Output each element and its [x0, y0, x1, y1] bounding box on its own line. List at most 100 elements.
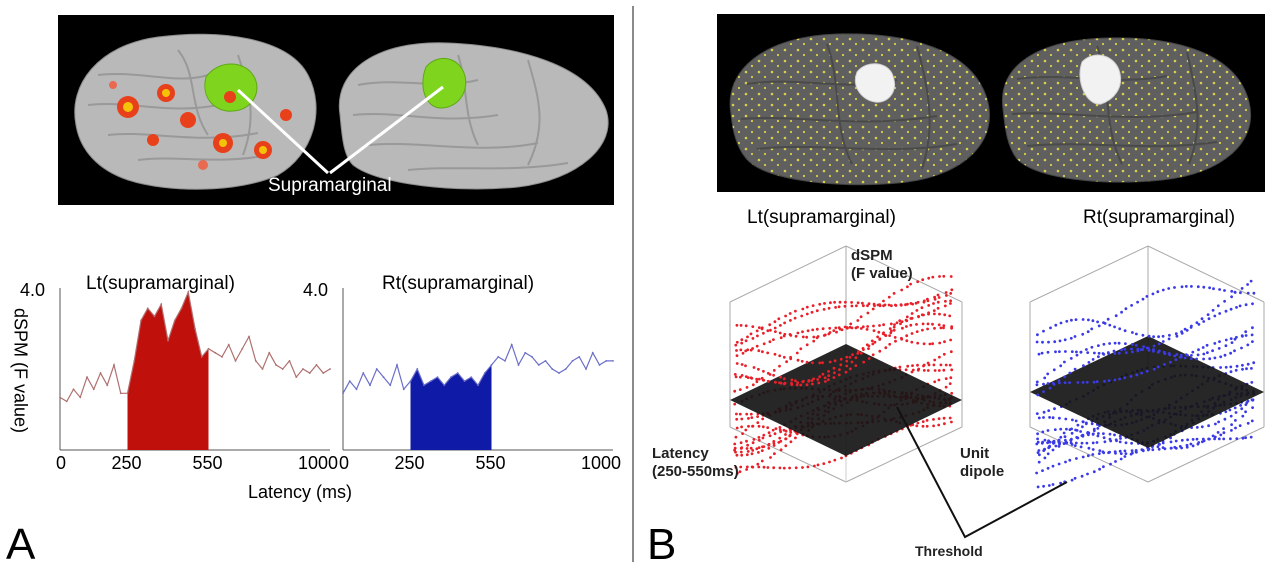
trace-dot	[735, 349, 738, 352]
trace-dot	[1152, 335, 1155, 339]
trace-dot	[778, 426, 782, 429]
trace-dot	[1167, 337, 1171, 341]
trace-dot	[757, 436, 761, 439]
trace-dot	[739, 465, 743, 469]
trace-dot	[927, 312, 930, 316]
trace-dot	[939, 363, 943, 367]
trace-dot	[1145, 295, 1149, 298]
trace-dot	[1046, 452, 1050, 456]
panel-letter-a: A	[6, 520, 36, 569]
trace-dot	[1250, 333, 1254, 337]
trace-dot	[747, 417, 750, 420]
trace-dot	[1211, 308, 1215, 312]
trace-dot	[1222, 427, 1225, 430]
trace-dot	[949, 292, 953, 295]
trace-dot	[1097, 324, 1101, 328]
trace-dot	[1051, 416, 1055, 420]
trace-dot	[796, 331, 800, 335]
trace-dot	[817, 381, 821, 385]
trace-dot	[861, 325, 865, 329]
trace-dot	[1240, 287, 1244, 290]
data-point	[167, 339, 169, 342]
trace-dot	[1036, 485, 1040, 489]
trace-dot	[738, 388, 742, 391]
trace-dot	[932, 418, 935, 421]
trace-dot	[1222, 437, 1226, 441]
trace-dot	[1096, 434, 1100, 438]
trace-dot	[1141, 333, 1145, 337]
trace-dot	[950, 368, 954, 372]
data-point	[281, 368, 284, 370]
trace-dot	[1059, 364, 1063, 368]
trace-dot	[734, 375, 738, 379]
data-point	[517, 364, 520, 366]
trace-dot	[757, 451, 760, 454]
trace-dot	[1114, 438, 1118, 442]
trace-dot	[925, 424, 929, 428]
trace-dot	[734, 435, 738, 439]
trace-dot	[943, 304, 947, 308]
trace-dot	[922, 364, 925, 368]
trace-dot	[1241, 436, 1245, 440]
trace-dot	[1238, 304, 1242, 308]
trace-dot	[1224, 365, 1228, 369]
data-point	[79, 396, 82, 399]
trace-dot	[1042, 416, 1045, 419]
trace-dot	[1046, 429, 1050, 432]
trace-dot	[898, 319, 902, 322]
trace-dot	[1195, 426, 1199, 429]
shaded-area	[410, 364, 492, 450]
data-point	[315, 364, 318, 366]
trace-dot	[854, 356, 858, 360]
trace-dot	[848, 355, 852, 359]
trace-dot	[1051, 381, 1055, 385]
trace-dot	[807, 379, 811, 382]
trace-dot	[843, 304, 847, 308]
trace-dot	[1058, 350, 1061, 353]
data-point	[591, 351, 594, 354]
trace-dot	[1062, 431, 1066, 435]
trace-dot	[740, 417, 744, 421]
trace-dot	[944, 299, 947, 303]
trace-dot	[1234, 426, 1237, 430]
trace-dot	[756, 462, 760, 466]
trace-dot	[761, 445, 764, 449]
trace-dot	[829, 301, 832, 305]
trace-dot	[892, 292, 896, 295]
data-point	[200, 355, 203, 358]
trace-dot	[1206, 351, 1209, 354]
trace-dot	[1175, 334, 1179, 338]
trace-dot	[942, 326, 945, 330]
trace-dot	[893, 336, 897, 339]
trace-dot	[892, 328, 896, 332]
trace-dot	[888, 327, 892, 330]
trace-dot	[784, 437, 787, 441]
trace-dot	[949, 302, 952, 305]
trace-dot	[1048, 440, 1052, 444]
trace-dot	[1195, 357, 1198, 361]
trace-dot	[921, 328, 924, 332]
trace-dot	[1123, 329, 1127, 333]
trace-dot	[773, 432, 777, 436]
trace-dot	[948, 382, 952, 385]
trace-dot	[1047, 340, 1050, 344]
trace-dot	[1251, 406, 1254, 409]
trace-dot	[854, 364, 858, 367]
trace-dot	[805, 305, 809, 309]
trace-dot	[942, 368, 946, 372]
trace-dot	[1043, 456, 1047, 460]
threshold-pointer	[896, 406, 1068, 539]
trace-dot	[1113, 450, 1117, 453]
trace-dot	[1183, 356, 1187, 360]
trace-dot	[877, 330, 881, 334]
trace-dot	[1252, 291, 1256, 295]
trace-dot	[1074, 441, 1078, 445]
trace-dot	[1167, 352, 1171, 355]
trace-dot	[1035, 442, 1039, 446]
trace-dot	[839, 357, 843, 361]
trace-dot	[1059, 427, 1063, 431]
trace-dot	[749, 412, 753, 416]
trace-dot	[746, 335, 749, 339]
trace-dot	[1244, 410, 1247, 414]
trace-dot	[889, 331, 893, 335]
